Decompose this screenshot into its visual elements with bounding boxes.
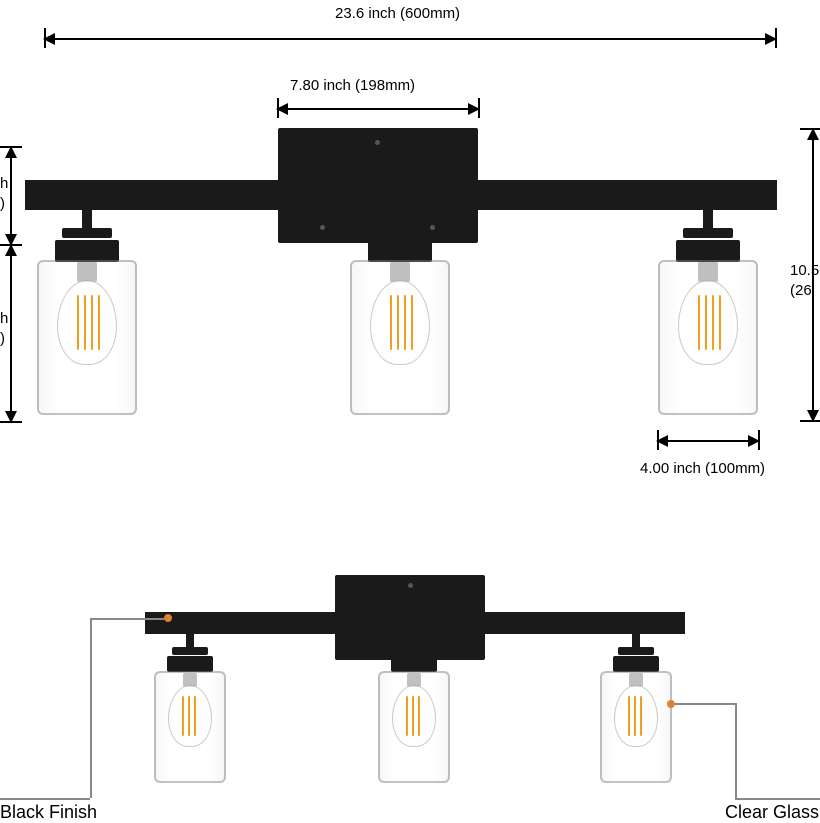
filament — [194, 696, 196, 736]
bulb — [57, 280, 117, 365]
dim-left-top-b: ) — [0, 195, 5, 212]
bulb — [614, 685, 658, 747]
filament — [91, 295, 93, 350]
stem — [703, 210, 713, 228]
callout-line — [90, 618, 92, 798]
stem — [186, 634, 194, 647]
callout-dot-glass — [667, 700, 675, 708]
filament — [390, 295, 392, 350]
screw — [430, 225, 435, 230]
callout-line — [735, 798, 820, 800]
filament — [412, 696, 414, 736]
dim-left-top-line — [10, 148, 12, 244]
collar — [62, 228, 112, 238]
filament — [404, 295, 406, 350]
dim-glass-width-label: 4.00 inch (100mm) — [640, 460, 765, 477]
dim-left-bot-a: h — [0, 310, 8, 327]
filament — [77, 295, 79, 350]
dim-left-bot-line — [10, 246, 12, 421]
bulb — [392, 685, 436, 747]
collar — [368, 240, 432, 262]
filament — [628, 696, 630, 736]
stem — [82, 210, 92, 228]
callout-line — [0, 798, 90, 800]
filament — [712, 295, 714, 350]
screw — [375, 140, 380, 145]
filament — [188, 696, 190, 736]
collar — [55, 240, 119, 262]
dim-right-b: (26 — [790, 282, 812, 299]
dim-left-bot-b: ) — [0, 330, 5, 347]
dim-total-width-line — [45, 38, 775, 40]
filament — [418, 696, 420, 736]
callout-line — [735, 703, 737, 798]
bulb — [168, 685, 212, 747]
screw — [320, 225, 325, 230]
filament — [182, 696, 184, 736]
filament — [719, 295, 721, 350]
filament — [411, 295, 413, 350]
dim-glass-width-line — [658, 440, 758, 442]
screw — [408, 583, 413, 588]
dim-right-a: 10.5 — [790, 262, 819, 279]
tick — [800, 420, 820, 422]
filament — [84, 295, 86, 350]
tick — [657, 430, 659, 450]
tick — [0, 421, 22, 423]
collar — [676, 240, 740, 262]
collar — [172, 647, 208, 655]
callout-line — [90, 618, 166, 620]
collar — [375, 228, 425, 238]
crossbar — [145, 612, 685, 634]
dim-total-width-label: 23.6 inch (600mm) — [335, 5, 460, 22]
bulb-socket — [698, 262, 718, 282]
bulb-socket — [77, 262, 97, 282]
stem — [632, 634, 640, 647]
tick — [478, 98, 480, 118]
tick — [277, 98, 279, 118]
filament — [406, 696, 408, 736]
bulb — [370, 280, 430, 365]
bulb — [678, 280, 738, 365]
collar — [396, 647, 432, 655]
collar — [613, 656, 659, 672]
filament — [640, 696, 642, 736]
tick — [758, 430, 760, 450]
filament — [397, 295, 399, 350]
collar — [683, 228, 733, 238]
tick — [775, 28, 777, 48]
collar — [167, 656, 213, 672]
stem — [410, 634, 418, 647]
filament — [634, 696, 636, 736]
dim-left-top-a: h — [0, 175, 8, 192]
bulb-socket — [390, 262, 410, 282]
filament — [698, 295, 700, 350]
crossbar — [25, 180, 777, 210]
filament — [98, 295, 100, 350]
filament — [705, 295, 707, 350]
dim-plate-width-label: 7.80 inch (198mm) — [290, 77, 415, 94]
stem — [395, 210, 405, 228]
tick — [44, 28, 46, 48]
dim-plate-width-line — [278, 108, 478, 110]
collar — [391, 656, 437, 672]
collar — [618, 647, 654, 655]
callout-line — [675, 703, 735, 705]
